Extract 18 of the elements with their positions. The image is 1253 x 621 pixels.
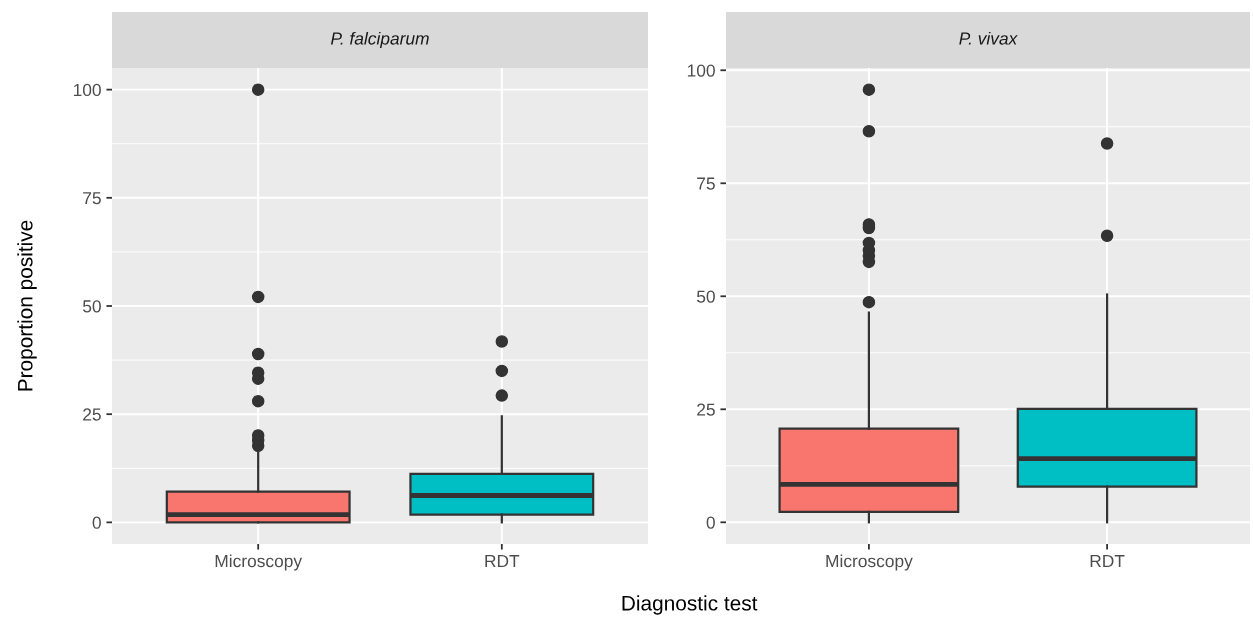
y-tick-label: 0	[92, 516, 101, 529]
x-tick-label: Microscopy	[826, 554, 913, 571]
y-tick-label: 0	[706, 516, 715, 529]
y-tick-label: 100	[73, 83, 101, 97]
y-tick-label: 75	[697, 177, 715, 190]
x-tick-label: RDT	[1090, 555, 1125, 567]
y-tick-label: 25	[697, 403, 715, 416]
y-tick-label: 75	[83, 192, 101, 205]
y-tick-label: 50	[696, 290, 715, 303]
x-tick-label: Microscopy	[215, 554, 303, 571]
chart-title: P. falciparum	[331, 31, 429, 49]
x-tick-label: RDT	[485, 555, 520, 567]
chart-title: P. vivax	[959, 31, 1018, 45]
y-tick-label: 50	[82, 300, 101, 313]
x-axis-title: Diagnostic test	[622, 595, 758, 615]
y-tick-label: 100	[687, 64, 715, 77]
y-axis-title: Proportion positive	[17, 220, 37, 391]
y-tick-label: 25	[83, 408, 101, 421]
